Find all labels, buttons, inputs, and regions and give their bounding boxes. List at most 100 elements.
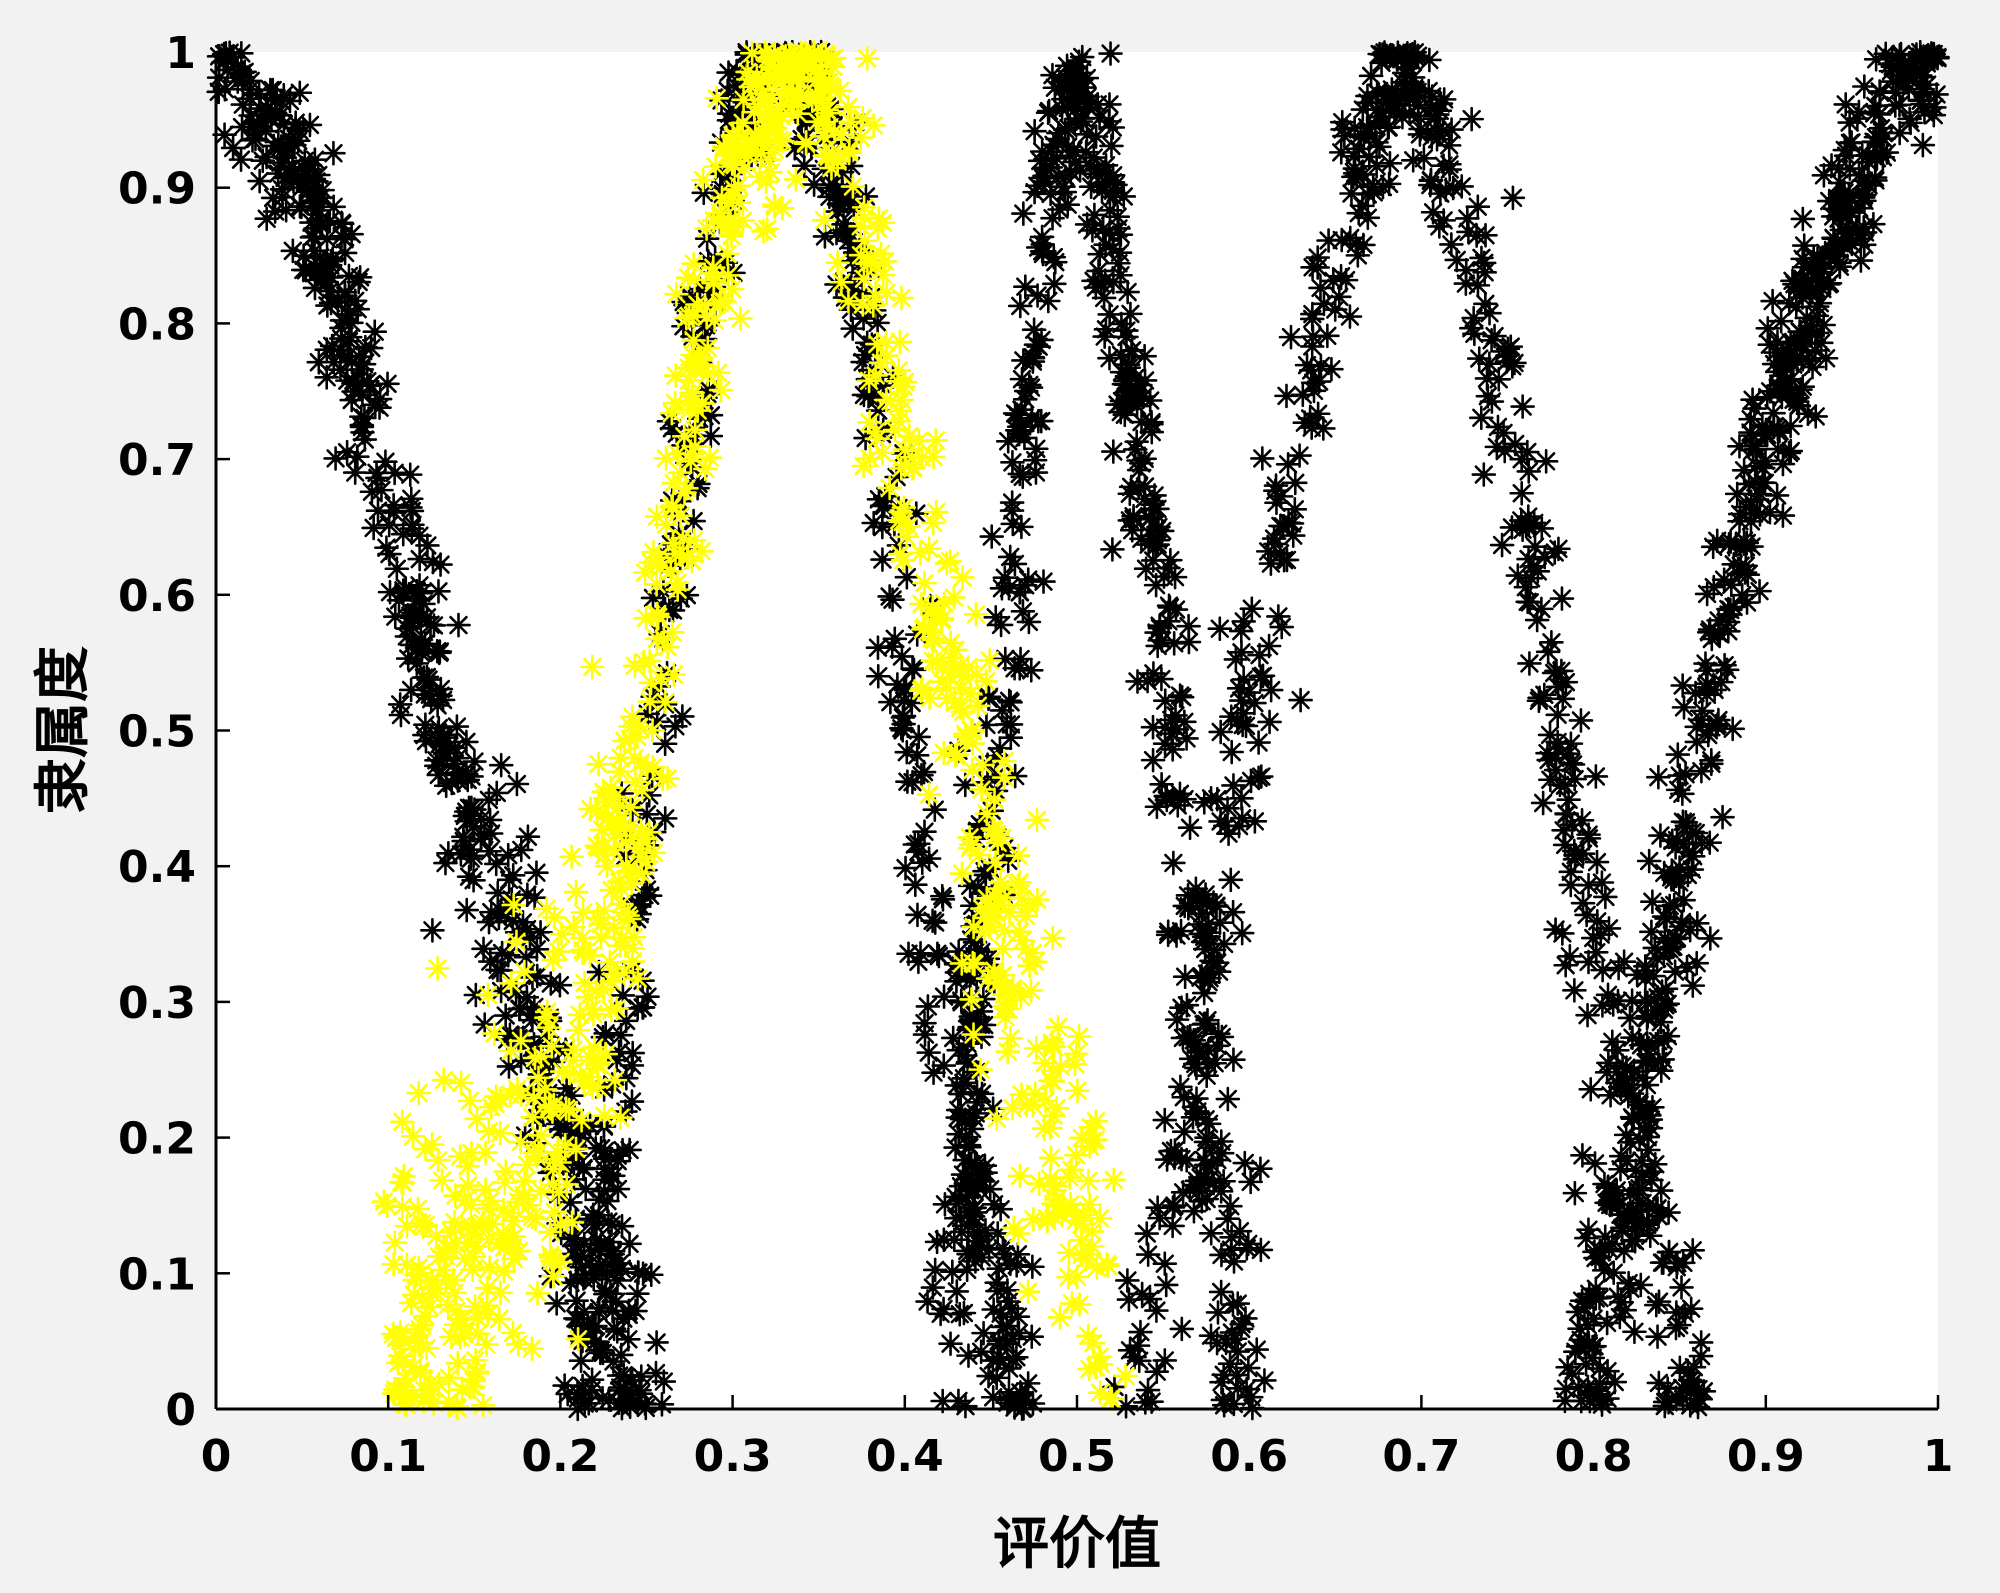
- data-point: [1144, 794, 1170, 820]
- data-point: [789, 55, 814, 80]
- data-point: [1576, 872, 1601, 898]
- data-point: [563, 1116, 589, 1142]
- data-point: [319, 265, 344, 290]
- data-point: [1036, 98, 1062, 124]
- data-point: [884, 464, 909, 490]
- data-point: [1786, 393, 1812, 419]
- data-point: [1778, 438, 1804, 464]
- data-point: [952, 772, 978, 798]
- data-point: [1839, 231, 1865, 257]
- data-point: [525, 1280, 550, 1306]
- data-point: [822, 118, 847, 144]
- data-point: [592, 1103, 617, 1129]
- data-point: [1574, 1225, 1599, 1251]
- data-point: [1797, 313, 1823, 339]
- data-point: [904, 743, 930, 768]
- data-point: [388, 1320, 413, 1345]
- data-point: [886, 358, 912, 383]
- data-point: [1800, 354, 1825, 380]
- y-axis-ticks: 00.10.20.30.40.50.60.70.80.91: [118, 28, 230, 1436]
- data-point: [971, 1169, 996, 1194]
- data-point: [537, 1219, 563, 1245]
- data-point: [1002, 401, 1028, 426]
- data-point: [563, 1136, 589, 1162]
- data-point: [365, 465, 390, 491]
- data-point: [848, 242, 874, 268]
- data-point: [229, 114, 255, 140]
- data-point: [1848, 226, 1874, 252]
- data-point: [965, 693, 991, 719]
- data-point: [1439, 232, 1464, 257]
- data-point: [549, 1059, 575, 1084]
- data-point: [369, 477, 394, 503]
- data-point: [1755, 315, 1781, 341]
- data-point: [1826, 206, 1851, 231]
- data-point: [1695, 671, 1720, 697]
- data-point: [555, 1381, 580, 1407]
- data-point: [1140, 492, 1165, 517]
- data-point: [857, 446, 883, 471]
- data-point: [961, 1105, 987, 1130]
- data-point: [721, 133, 747, 159]
- data-point: [603, 1289, 629, 1314]
- data-point: [944, 1073, 970, 1098]
- data-point: [425, 693, 450, 718]
- data-point: [1803, 404, 1829, 429]
- data-point: [1079, 1219, 1105, 1244]
- data-point: [1112, 402, 1138, 428]
- data-point: [559, 1210, 585, 1235]
- data-point: [1668, 914, 1694, 939]
- data-point: [500, 863, 526, 888]
- data-point: [1539, 630, 1564, 655]
- data-point: [1628, 1272, 1654, 1298]
- data-point: [629, 861, 655, 887]
- data-point: [1582, 1333, 1607, 1359]
- data-point: [996, 1289, 1022, 1314]
- data-point: [1588, 922, 1614, 947]
- data-point: [1099, 133, 1124, 159]
- data-point: [1645, 1196, 1670, 1221]
- data-point: [916, 1040, 941, 1065]
- data-point: [1093, 232, 1118, 257]
- data-point: [934, 551, 959, 576]
- data-point: [921, 1060, 946, 1086]
- data-point: [719, 214, 745, 240]
- data-point: [1114, 318, 1139, 343]
- data-point: [1012, 425, 1037, 451]
- data-point: [477, 949, 503, 974]
- data-point: [973, 669, 999, 694]
- data-point: [906, 831, 931, 857]
- data-point: [1298, 358, 1324, 383]
- data-point: [560, 1048, 586, 1073]
- data-point: [1587, 1371, 1612, 1397]
- data-point: [1154, 784, 1179, 810]
- data-point: [998, 1026, 1023, 1051]
- data-point: [527, 1062, 553, 1087]
- data-point: [1673, 761, 1698, 787]
- data-point: [1768, 363, 1794, 388]
- data-point: [1218, 704, 1244, 729]
- data-point: [403, 1262, 429, 1288]
- data-point: [659, 400, 685, 426]
- data-point: [1049, 1203, 1075, 1228]
- data-point: [1558, 872, 1584, 898]
- data-point: [607, 793, 633, 819]
- data-point: [1149, 666, 1174, 692]
- data-point: [1106, 216, 1131, 241]
- data-point: [588, 925, 614, 950]
- data-point: [1790, 285, 1815, 310]
- data-point: [1782, 271, 1807, 297]
- data-point: [545, 1111, 571, 1137]
- data-point: [572, 970, 597, 996]
- data-point: [963, 601, 989, 627]
- data-point: [436, 1365, 462, 1391]
- data-point: [1575, 1374, 1601, 1400]
- data-point: [576, 1044, 602, 1069]
- data-point: [915, 994, 941, 1019]
- data-point: [1041, 244, 1067, 270]
- data-point: [1395, 55, 1420, 80]
- data-point: [1711, 567, 1737, 593]
- data-point: [1037, 1166, 1063, 1191]
- data-point: [1837, 216, 1862, 242]
- data-point: [606, 869, 632, 895]
